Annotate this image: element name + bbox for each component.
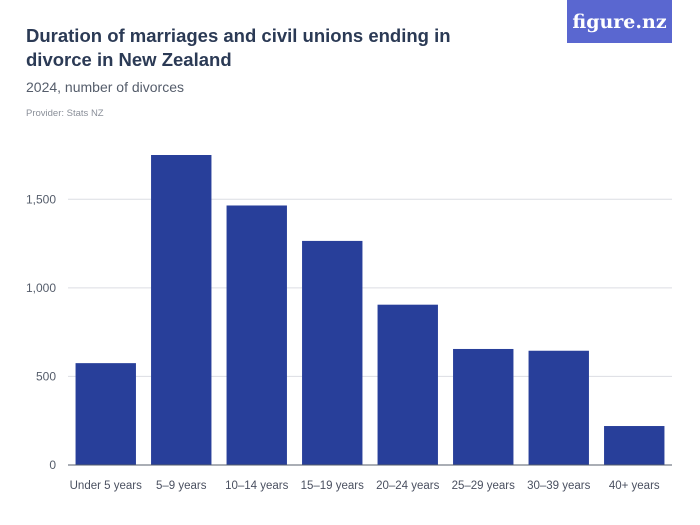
chart-title: Duration of marriages and civil unions e… (26, 25, 451, 70)
y-tick-label: 0 (49, 458, 56, 472)
bar[interactable] (75, 363, 136, 465)
x-tick-label: 20–24 years (376, 480, 440, 492)
bar[interactable] (151, 155, 212, 465)
bar[interactable] (377, 304, 438, 465)
x-tick-label: 10–14 years (225, 480, 289, 492)
bar[interactable] (226, 205, 287, 465)
figure-nz-logo[interactable]: figure.nz (567, 0, 672, 43)
bar[interactable] (528, 350, 589, 465)
y-axis-ticks: 0 500 1,000 1,500 (26, 192, 56, 472)
x-tick-label: 25–29 years (452, 480, 516, 492)
chart-subtitle: 2024, number of divorces (26, 79, 184, 95)
x-tick-label: 30–39 years (527, 480, 591, 492)
x-tick-label: Under 5 years (70, 480, 142, 492)
y-tick-label: 1,500 (26, 192, 56, 206)
x-tick-label: 5–9 years (156, 480, 207, 492)
provider-text: Provider: Stats NZ (26, 108, 104, 119)
bar[interactable] (453, 348, 514, 465)
bar[interactable] (604, 426, 665, 465)
x-tick-label: 40+ years (609, 480, 660, 492)
y-tick-label: 500 (36, 369, 56, 383)
bars (75, 155, 665, 465)
logo-text: figure.nz (572, 10, 667, 33)
bar[interactable] (302, 240, 363, 465)
x-axis-labels: Under 5 years 5–9 years 10–14 years 15–19 y… (70, 480, 660, 492)
y-tick-label: 1,000 (26, 281, 56, 295)
x-tick-label: 15–19 years (301, 480, 365, 492)
